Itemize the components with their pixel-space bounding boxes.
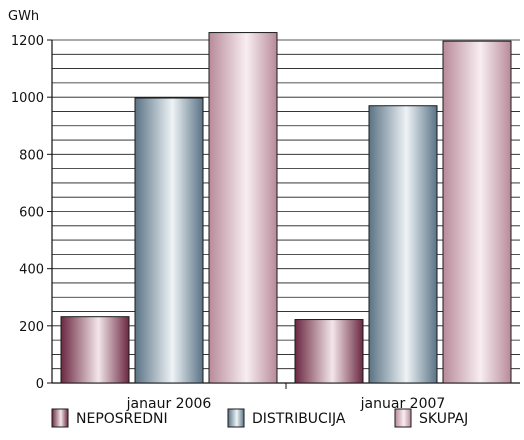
bar-distribucija-0: [134, 97, 204, 384]
y-tick-label: 0: [36, 377, 44, 392]
x-category-label: januar 2007: [360, 396, 446, 412]
labels: 0 200 400 600 800 1000 1200 GWh janaur 2006 janua…: [8, 9, 445, 412]
y-tick-label: 200: [19, 320, 44, 335]
y-tick-label: 1000: [11, 91, 44, 106]
y-tick-label: 600: [19, 206, 44, 221]
legend: NEPOSREDNI DISTRIBUCIJA SKUPAJ: [51, 408, 468, 428]
legend-label: NEPOSREDNI: [76, 411, 168, 427]
bar-neposredni-1: [294, 319, 364, 384]
bar-skupaj-1: [442, 40, 512, 384]
gridlines: [52, 39, 520, 384]
legend-swatch: [227, 408, 245, 428]
bar-distribucija-1: [368, 105, 438, 384]
y-tick-label: 1200: [11, 34, 44, 49]
bar-skupaj-0: [208, 32, 278, 384]
y-unit-label: GWh: [8, 9, 39, 24]
y-tick-label: 800: [19, 148, 44, 163]
y-tick-label: 400: [19, 263, 44, 278]
legend-label: SKUPAJ: [419, 411, 468, 427]
axes: [47, 39, 520, 389]
legend-swatch: [51, 408, 69, 428]
x-category-label: janaur 2006: [126, 396, 212, 412]
legend-swatch: [394, 408, 412, 428]
legend-label: DISTRIBUCIJA: [252, 411, 346, 427]
bar-neposredni-0: [60, 316, 130, 384]
bars: [60, 32, 512, 384]
